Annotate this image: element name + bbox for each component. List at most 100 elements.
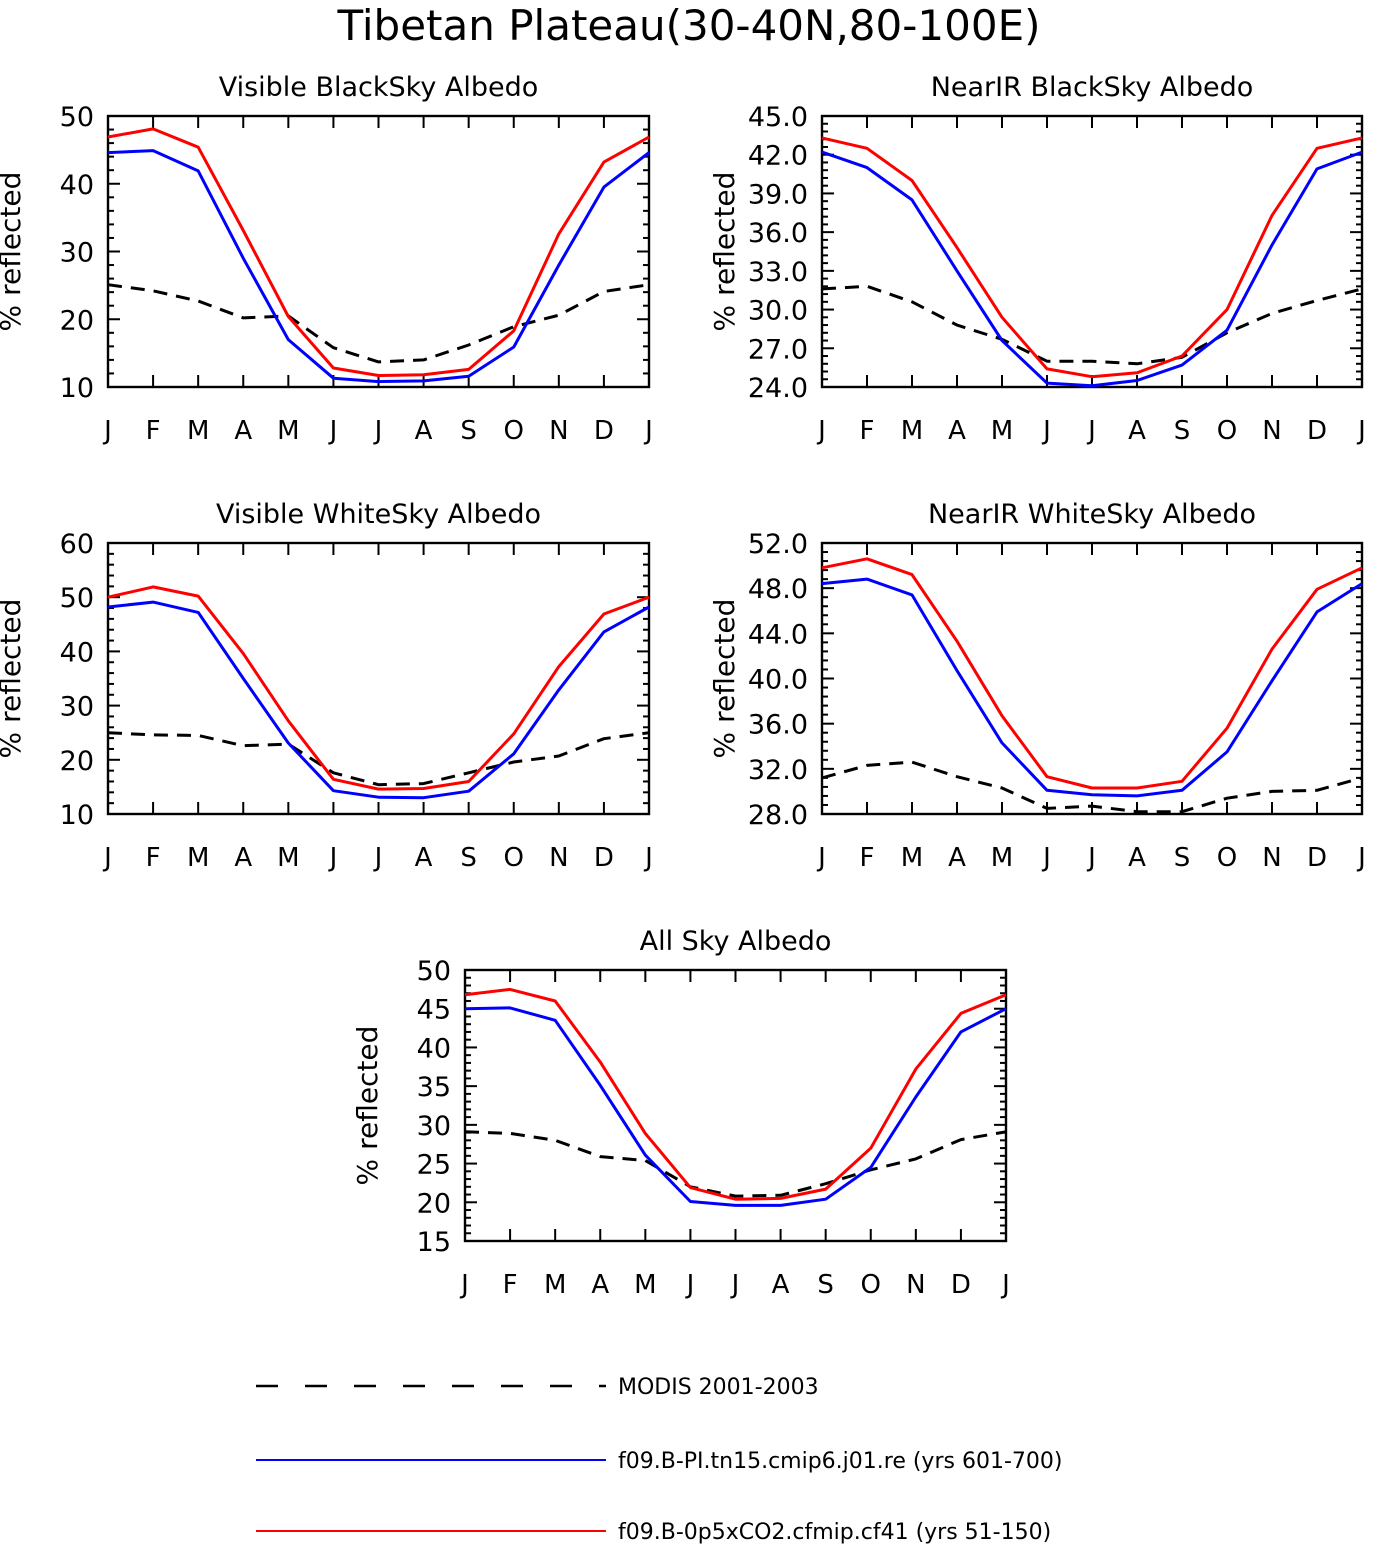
legend-label-2: f09.B-0p5xCO2.cfmip.cf41 (yrs 51-150)	[618, 1520, 1051, 1545]
x-tick-label: J	[1086, 416, 1096, 446]
series-line-0	[107, 731, 650, 787]
x-tick-label: S	[460, 416, 477, 446]
x-tick-label: J	[1000, 1270, 1010, 1300]
x-tick-label: M	[991, 416, 1013, 446]
y-tick-label: 36.0	[748, 710, 808, 741]
y-tick-label: 24.0	[748, 373, 808, 404]
x-tick-label: S	[1174, 416, 1191, 446]
y-tick-label: 35	[417, 1072, 451, 1103]
x-tick-label: J	[1356, 416, 1366, 446]
x-tick-label: J	[816, 843, 826, 873]
y-tick-label: 52.0	[748, 529, 808, 560]
x-tick-label: A	[948, 416, 966, 446]
x-tick-label: J	[1086, 843, 1096, 873]
x-tick-label: M	[634, 1270, 656, 1300]
panels: Visible BlackSky Albedo% reflectedJFMAMJ…	[0, 72, 1366, 1300]
panel-title: NearIR WhiteSky Albedo	[928, 499, 1256, 530]
panel-title: Visible WhiteSky Albedo	[216, 499, 541, 530]
x-tick-label: N	[549, 416, 568, 446]
x-tick-label: D	[1307, 843, 1327, 873]
x-tick-label: F	[146, 843, 161, 873]
plot-frame	[820, 541, 1364, 816]
series-line-2	[464, 987, 1007, 1201]
panel-2: Visible WhiteSky Albedo% reflectedJFMAMJ…	[0, 499, 653, 873]
x-tick-label: J	[1356, 843, 1366, 873]
x-tick-label: J	[730, 1270, 740, 1300]
x-tick-label: J	[328, 416, 338, 446]
x-tick-label: M	[901, 416, 923, 446]
x-tick-label: S	[1174, 843, 1191, 873]
x-tick-label: J	[643, 843, 653, 873]
y-tick-label: 20	[60, 305, 94, 336]
x-tick-label: M	[277, 843, 299, 873]
x-tick-label: D	[1307, 416, 1327, 446]
panel-title: Visible BlackSky Albedo	[219, 72, 539, 103]
x-tick-label: N	[906, 1270, 925, 1300]
x-tick-label: J	[102, 416, 112, 446]
x-tick-label: O	[1217, 416, 1237, 446]
y-tick-label: 39.0	[748, 179, 808, 210]
x-tick-label: J	[1041, 843, 1051, 873]
x-tick-label: J	[373, 416, 383, 446]
y-tick-label: 40	[417, 1033, 451, 1064]
y-axis-label: % reflected	[708, 599, 741, 759]
y-tick-label: 50	[60, 102, 94, 133]
x-tick-label: O	[1217, 843, 1237, 873]
series-line-0	[821, 760, 1363, 814]
x-tick-label: J	[102, 843, 112, 873]
y-tick-label: 40.0	[748, 665, 808, 696]
x-tick-label: F	[503, 1270, 518, 1300]
plot-frame	[820, 114, 1364, 389]
y-tick-label: 10	[60, 373, 94, 404]
y-tick-label: 36.0	[748, 218, 808, 249]
x-tick-label: J	[328, 843, 338, 873]
y-tick-label: 42.0	[748, 141, 808, 172]
x-tick-label: N	[1262, 843, 1281, 873]
y-tick-label: 20	[417, 1188, 451, 1219]
y-tick-label: 32.0	[748, 755, 808, 786]
y-tick-label: 40	[60, 170, 94, 201]
x-tick-label: F	[860, 843, 875, 873]
x-tick-label: J	[373, 843, 383, 873]
x-tick-label: M	[991, 843, 1013, 873]
series-line-0	[821, 284, 1363, 366]
series-line-1	[821, 577, 1363, 798]
x-tick-label: M	[187, 416, 209, 446]
x-tick-label: M	[544, 1270, 566, 1300]
x-tick-label: O	[861, 1270, 881, 1300]
y-axis-label: % reflected	[0, 599, 27, 759]
x-tick-label: N	[1262, 416, 1281, 446]
x-tick-label: J	[816, 416, 826, 446]
x-tick-label: O	[504, 416, 524, 446]
x-tick-label: M	[277, 416, 299, 446]
figure-title: Tibetan Plateau(30-40N,80-100E)	[337, 1, 1041, 50]
y-tick-label: 60	[60, 529, 94, 560]
x-tick-label: A	[1128, 843, 1146, 873]
x-tick-label: A	[234, 416, 252, 446]
series-line-1	[107, 149, 650, 384]
legend-label-0: MODIS 2001-2003	[618, 1375, 819, 1400]
x-tick-label: A	[415, 416, 433, 446]
x-tick-label: O	[504, 843, 524, 873]
x-tick-label: J	[459, 1270, 469, 1300]
x-tick-label: D	[594, 416, 614, 446]
y-tick-label: 30	[60, 238, 94, 269]
y-tick-label: 50	[417, 956, 451, 987]
x-tick-label: A	[1128, 416, 1146, 446]
y-tick-label: 33.0	[748, 257, 808, 288]
y-tick-label: 30.0	[748, 296, 808, 327]
x-tick-label: A	[948, 843, 966, 873]
x-tick-label: A	[591, 1270, 609, 1300]
series-line-2	[821, 557, 1363, 790]
x-tick-label: J	[643, 416, 653, 446]
series-line-1	[107, 600, 650, 800]
y-tick-label: 28.0	[748, 800, 808, 831]
x-tick-label: M	[901, 843, 923, 873]
x-tick-label: J	[1041, 416, 1051, 446]
y-axis-label: % reflected	[708, 172, 741, 332]
x-tick-label: S	[817, 1270, 834, 1300]
series-line-2	[107, 127, 650, 377]
x-tick-label: A	[415, 843, 433, 873]
x-tick-label: M	[187, 843, 209, 873]
